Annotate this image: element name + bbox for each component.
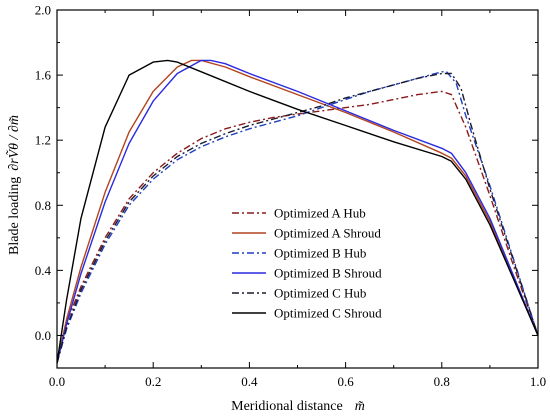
x-tick-label: 0.0 [49, 374, 65, 389]
y-tick-label: 0.4 [35, 263, 52, 278]
y-tick-label: 1.6 [35, 68, 52, 83]
legend-label-5: Optimized C Hub [274, 286, 366, 301]
x-axis-label: Meridional distance m̃ [231, 399, 365, 414]
x-axis-label-text: Meridional distance [231, 399, 343, 414]
y-tick-label: 0.0 [35, 328, 51, 343]
y-axis-label: Blade loading ∂rṼθ / ∂m̃ [5, 115, 22, 255]
legend-label-6: Optimized C Shroud [274, 306, 382, 321]
y-tick-label: 0.8 [35, 198, 51, 213]
x-axis-label-symbol: m̃ [355, 399, 365, 414]
x-tick-label: 0.4 [241, 374, 258, 389]
x-tick-label: 0.2 [145, 374, 161, 389]
x-tick-label: 1.0 [530, 374, 546, 389]
x-tick-label: 0.6 [337, 374, 354, 389]
legend: Optimized A Hub Optimized A Shroud Optimiz… [232, 206, 382, 321]
series-line-2 [57, 59, 538, 364]
ticks: 0.0 0.2 0.4 0.6 0.8 1.0 0.0 0.4 0.8 1.2 1.6 2.0 [35, 3, 546, 390]
x-tick-label: 0.8 [434, 374, 450, 389]
legend-label-2: Optimized A Shroud [274, 226, 381, 241]
legend-label-3: Optimized B Hub [274, 246, 366, 261]
series-layer [57, 59, 538, 364]
series-line-1 [57, 90, 538, 364]
series-line-5 [57, 72, 538, 364]
series-line-6 [57, 59, 538, 364]
y-tick-label: 1.2 [35, 133, 51, 148]
legend-label-4: Optimized B Shroud [274, 266, 382, 281]
y-tick-label: 2.0 [35, 3, 51, 18]
series-line-3 [57, 71, 538, 364]
legend-label-1: Optimized A Hub [274, 206, 366, 221]
y-axis-label-symbol: ∂rṼθ / ∂m̃ [5, 115, 22, 171]
series-line-4 [57, 59, 538, 364]
y-axis-label-text: Blade loading [7, 177, 22, 255]
